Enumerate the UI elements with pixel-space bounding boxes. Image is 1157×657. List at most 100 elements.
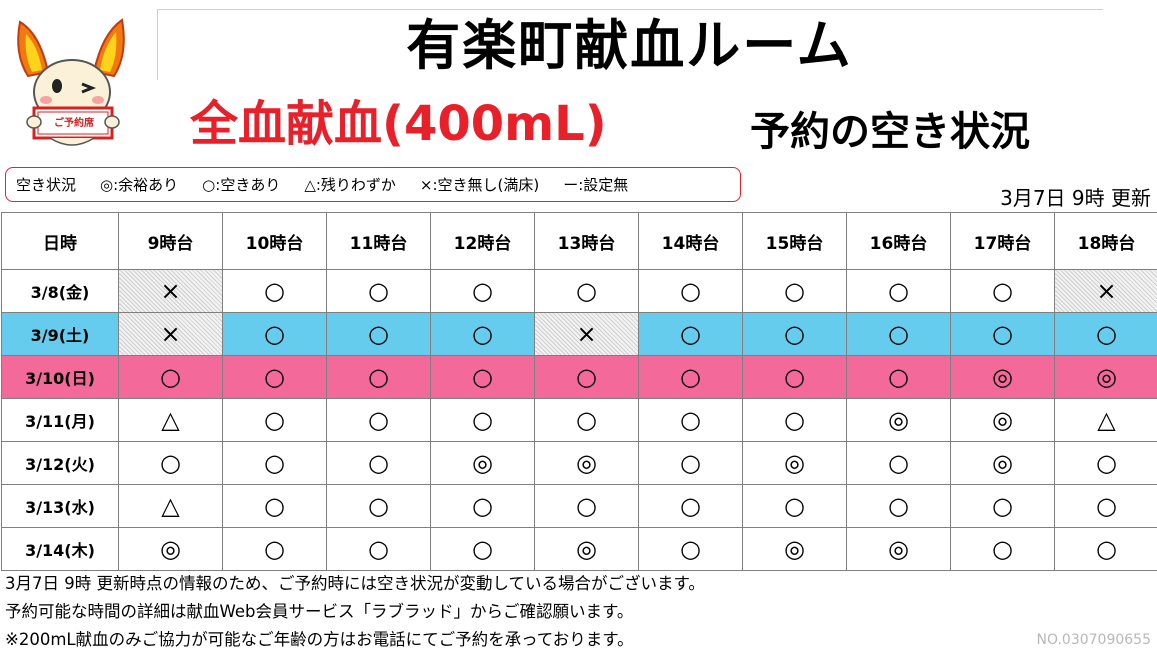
slot-cell: ○ (742, 312, 847, 356)
slot-cell: ◎ (1054, 355, 1157, 399)
availability-table: 日時 9時台 10時台 11時台 12時台 13時台 14時台 15時台 16時台 17時台 18時… (1, 212, 1157, 571)
slot-cell: × (1054, 269, 1157, 313)
slot-cell: ○ (846, 441, 951, 485)
slot-cell: ○ (326, 312, 431, 356)
slot-cell: ○ (846, 312, 951, 356)
availability-mark: ○ (680, 320, 701, 348)
availability-mark: ○ (472, 535, 493, 563)
title-frame (157, 9, 1103, 80)
date-cell: 3/12(火) (1, 441, 119, 485)
slot-cell: ○ (534, 269, 639, 313)
availability-mark: ◎ (576, 535, 597, 563)
slot-cell: ○ (222, 312, 327, 356)
table-row: 3/10(日) ○ ○ ○ ○ ○ ○ ○ ○ ◎ ◎ (1, 355, 1157, 399)
date-cell: 3/8(金) (1, 269, 119, 313)
legend-label: 空き状況 (16, 176, 77, 194)
date-cell: 3/11(月) (1, 398, 119, 442)
hour-column-header: 12時台 (430, 212, 535, 270)
note-line: 3月7日 9時 更新時点の情報のため、ご予約時には空き状況が変動している場合がご… (5, 574, 705, 593)
availability-mark: ○ (1096, 320, 1117, 348)
availability-subtitle: 予約の空き状況 (750, 109, 1030, 155)
availability-mark: ○ (264, 449, 285, 477)
table-header-row: 日時 9時台 10時台 11時台 12時台 13時台 14時台 15時台 16時台 17時台 18時… (1, 212, 1157, 270)
hour-column-header: 10時台 (222, 212, 327, 270)
availability-mark: ○ (992, 277, 1013, 305)
availability-mark: ◎ (992, 406, 1013, 434)
table-row: 3/11(月) △ ○ ○ ○ ○ ○ ○ ◎ ◎ △ (1, 398, 1157, 442)
slot-cell: ○ (846, 355, 951, 399)
slot-cell: × (118, 312, 223, 356)
availability-mark: ○ (264, 535, 285, 563)
availability-mark: ○ (368, 277, 389, 305)
legend-item: ×:空き無し(満床) (419, 176, 540, 194)
availability-mark: ○ (576, 277, 597, 305)
slot-cell: ○ (638, 441, 743, 485)
availability-mark: ○ (992, 492, 1013, 520)
update-timestamp: 3月7日 9時 更新 (1000, 186, 1151, 210)
slot-cell: ◎ (430, 441, 535, 485)
availability-mark: ○ (576, 406, 597, 434)
notes: 3月7日 9時 更新時点の情報のため、ご予約時には空き状況が変動している場合がご… (5, 570, 705, 654)
availability-mark: ◎ (888, 406, 909, 434)
slot-cell: ○ (950, 312, 1055, 356)
availability-mark: ○ (784, 492, 805, 520)
slot-cell: ○ (326, 269, 431, 313)
hour-column-header: 17時台 (950, 212, 1055, 270)
slot-cell: ◎ (534, 441, 639, 485)
availability-mark: ○ (680, 406, 701, 434)
availability-mark: ○ (472, 406, 493, 434)
availability-mark: ◎ (992, 449, 1013, 477)
slot-cell: △ (118, 398, 223, 442)
availability-mark: × (160, 277, 181, 305)
availability-mark: ○ (264, 363, 285, 391)
hour-column-header: 15時台 (742, 212, 847, 270)
slot-cell: ◎ (118, 527, 223, 571)
slot-cell: ○ (326, 398, 431, 442)
hour-column-header: 13時台 (534, 212, 639, 270)
slot-cell: ○ (1054, 527, 1157, 571)
date-cell: 3/10(日) (1, 355, 119, 399)
document-number: NO.0307090655 (1036, 632, 1151, 648)
date-cell: 3/9(土) (1, 312, 119, 356)
slot-cell: ○ (430, 484, 535, 528)
slot-cell: △ (1054, 398, 1157, 442)
slot-cell: ○ (222, 484, 327, 528)
availability-mark: ◎ (160, 535, 181, 563)
table-row: 3/8(金) × ○ ○ ○ ○ ○ ○ ○ ○ × (1, 269, 1157, 313)
availability-mark: ◎ (576, 449, 597, 477)
slot-cell: ◎ (534, 527, 639, 571)
slot-cell: ◎ (950, 441, 1055, 485)
slot-cell: ○ (638, 527, 743, 571)
slot-cell: ○ (430, 269, 535, 313)
availability-mark: ○ (784, 406, 805, 434)
availability-mark: ○ (472, 492, 493, 520)
mascot-sign-text: ご予約席 (54, 118, 94, 129)
slot-cell: ◎ (846, 527, 951, 571)
slot-cell: ○ (534, 484, 639, 528)
legend-item: ◎:余裕あり (100, 176, 179, 194)
slot-cell: ○ (950, 527, 1055, 571)
availability-mark: ○ (368, 320, 389, 348)
slot-cell: ○ (1054, 441, 1157, 485)
hour-column-header: 9時台 (118, 212, 223, 270)
availability-mark: ○ (160, 449, 181, 477)
availability-mark: △ (161, 406, 180, 434)
legend-item: ー:設定無 (563, 176, 629, 194)
availability-mark: ◎ (472, 449, 493, 477)
date-cell: 3/14(木) (1, 527, 119, 571)
slot-cell: ○ (326, 527, 431, 571)
availability-mark: ○ (368, 492, 389, 520)
slot-cell: ○ (534, 398, 639, 442)
availability-mark: ◎ (784, 449, 805, 477)
availability-mark: △ (1097, 406, 1116, 434)
slot-cell: ○ (950, 269, 1055, 313)
availability-mark: ○ (576, 363, 597, 391)
slot-cell: ○ (430, 312, 535, 356)
table-body: 3/8(金) × ○ ○ ○ ○ ○ ○ ○ ○ × 3/9(土) × ○ ○ ○ × ○ ○ ○ ○ ○ 3/10(日) ○… (1, 269, 1157, 571)
slot-cell: ◎ (742, 441, 847, 485)
availability-mark: ○ (680, 492, 701, 520)
slot-cell: ○ (1054, 312, 1157, 356)
availability-mark: ○ (680, 535, 701, 563)
availability-mark: ○ (264, 277, 285, 305)
slot-cell: ○ (742, 355, 847, 399)
